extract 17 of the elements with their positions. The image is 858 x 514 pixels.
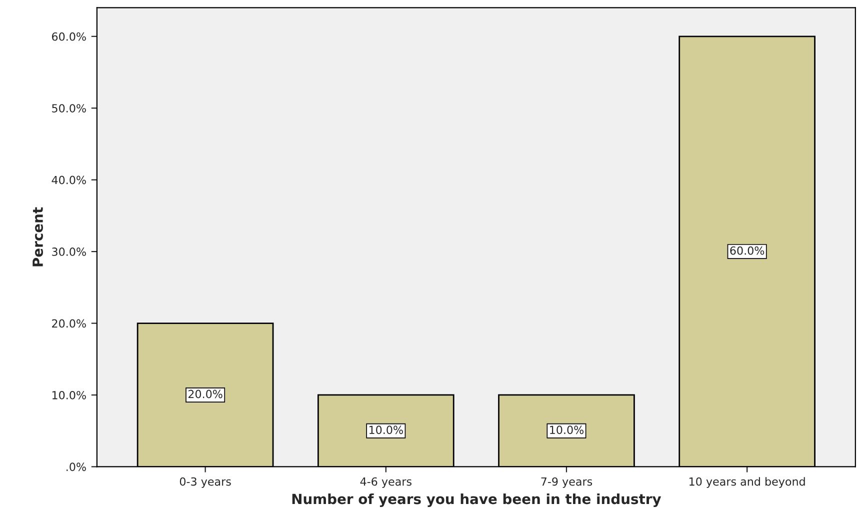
x-tick-label: 10 years and beyond (690, 477, 805, 488)
data-label: 10.0% (550, 426, 584, 434)
x-tick-label: 7-9 years (541, 477, 592, 488)
data-label: 20.0% (188, 390, 222, 398)
y-tick-label: 30.0% (52, 248, 86, 256)
y-tick-label: 20.0% (52, 319, 86, 328)
data-label: 10.0% (369, 426, 403, 434)
x-axis-title: Number of years you have been in the industry (292, 493, 662, 507)
y-tick-label: 10.0% (52, 390, 86, 400)
y-tick-label: 40.0% (52, 176, 86, 184)
y-axis-title: Percent (32, 207, 43, 266)
data-label: 60.0% (730, 246, 764, 255)
y-tick-label: 60.0% (52, 32, 86, 41)
x-tick-label: 0-3 years (180, 477, 231, 488)
y-tick-label: .0% (66, 462, 86, 472)
x-tick-label: 4-6 years (360, 477, 412, 488)
y-tick-label: 50.0% (52, 104, 86, 112)
